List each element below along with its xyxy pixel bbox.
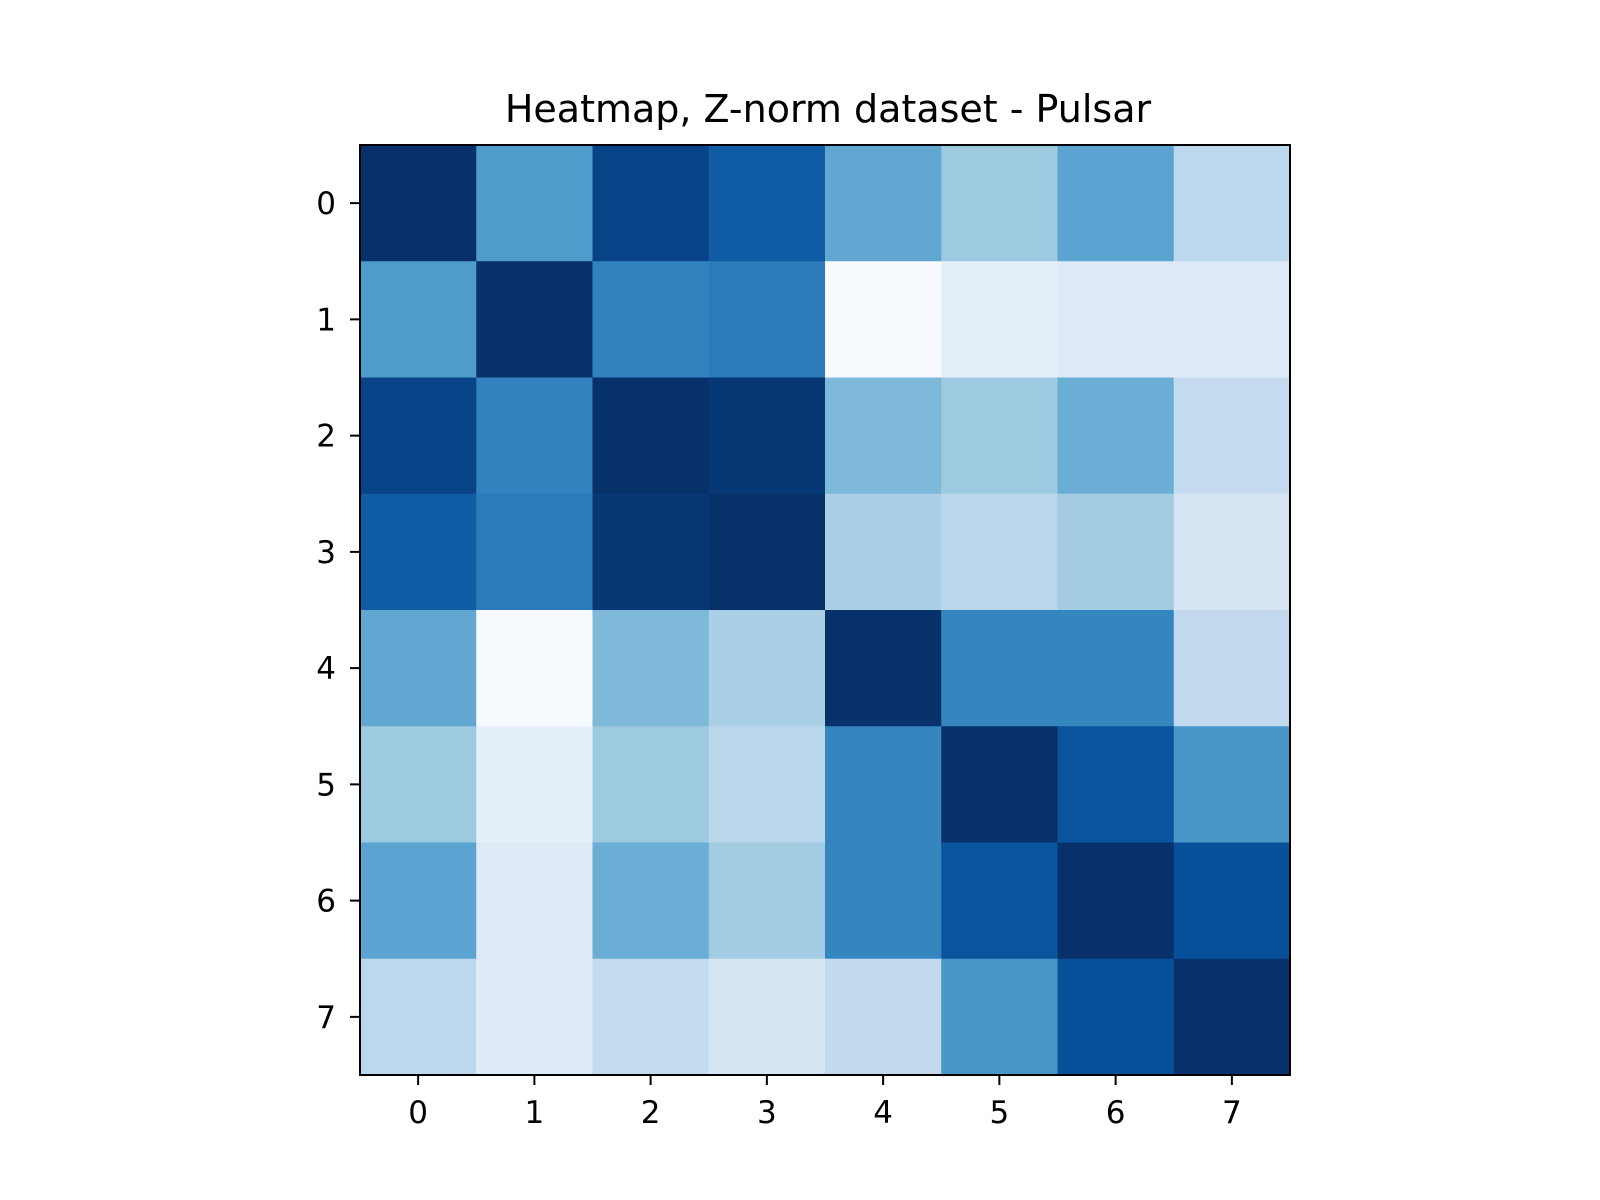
heatmap-cell-0-2 [592,145,710,262]
heatmap-cell-6-0 [360,842,477,960]
y-tick-label-0: 0 [316,186,336,222]
heatmap-cell-5-2 [592,726,710,844]
heatmap-cell-6-4 [825,842,942,960]
x-axis-ticks: 0 1 2 3 4 5 6 7 [408,1075,1242,1131]
heatmap-cell-2-1 [476,377,594,495]
heatmap-cell-2-5 [941,377,1059,495]
heatmap-cell-2-4 [825,377,942,495]
heatmap-cell-4-2 [592,610,710,727]
heatmap-cell-3-6 [1057,493,1175,611]
heatmap-cell-0-1 [476,145,594,262]
heatmap-cell-7-1 [476,958,594,1076]
heatmap-cell-0-4 [825,145,942,262]
heatmap-cell-1-6 [1057,261,1175,379]
x-tick-label-4: 4 [873,1095,893,1131]
heatmap-cell-5-3 [708,726,826,844]
heatmap-cell-4-5 [941,610,1059,727]
heatmap-cells [360,145,1291,1076]
y-tick-label-7: 7 [316,1000,336,1036]
heatmap-cell-1-7 [1173,261,1291,379]
heatmap-cell-0-7 [1173,145,1291,262]
x-tick-label-3: 3 [757,1095,777,1131]
heatmap-cell-3-3 [708,493,826,611]
heatmap-cell-6-6 [1057,842,1175,960]
heatmap-cell-7-4 [825,958,942,1076]
y-axis-ticks: 0 1 2 3 4 5 6 7 [316,186,360,1036]
y-tick-label-2: 2 [316,419,336,455]
x-tick-label-2: 2 [641,1095,661,1131]
chart-title: Heatmap, Z-norm dataset - Pulsar [505,87,1152,131]
heatmap-cell-5-7 [1173,726,1291,844]
heatmap-cell-2-3 [708,377,826,495]
heatmap-cell-6-2 [592,842,710,960]
heatmap-cell-3-2 [592,493,710,611]
heatmap-cell-6-1 [476,842,594,960]
y-tick-label-3: 3 [316,535,336,571]
heatmap-cell-4-7 [1173,610,1291,727]
heatmap-cell-2-7 [1173,377,1291,495]
heatmap-cell-7-5 [941,958,1059,1076]
heatmap-cell-0-6 [1057,145,1175,262]
heatmap-cell-6-7 [1173,842,1291,960]
heatmap-cell-3-7 [1173,493,1291,611]
heatmap-cell-6-5 [941,842,1059,960]
heatmap-cell-4-1 [476,610,594,727]
x-tick-label-7: 7 [1222,1095,1242,1131]
heatmap-cell-7-7 [1173,958,1291,1076]
heatmap-cell-4-4 [825,610,942,727]
heatmap-cell-3-5 [941,493,1059,611]
heatmap-cell-1-0 [360,261,477,379]
heatmap-cell-5-4 [825,726,942,844]
heatmap-cell-1-5 [941,261,1059,379]
y-tick-label-4: 4 [316,651,336,687]
x-tick-label-6: 6 [1106,1095,1126,1131]
y-tick-label-6: 6 [316,884,336,920]
heatmap-cell-2-2 [592,377,710,495]
heatmap-cell-0-0 [360,145,477,262]
heatmap-cell-1-4 [825,261,942,379]
heatmap-cell-6-3 [708,842,826,960]
heatmap-cell-1-1 [476,261,594,379]
heatmap-cell-3-4 [825,493,942,611]
plot-frame [359,144,1291,1076]
heatmap-cell-4-0 [360,610,477,727]
heatmap-cell-7-3 [708,958,826,1076]
x-tick-label-0: 0 [408,1095,428,1131]
heatmap-cell-7-2 [592,958,710,1076]
heatmap-cell-7-6 [1057,958,1175,1076]
heatmap-cell-3-0 [360,493,477,611]
x-tick-label-1: 1 [525,1095,545,1131]
heatmap-cell-5-1 [476,726,594,844]
heatmap-cell-2-0 [360,377,477,495]
heatmap-cell-5-6 [1057,726,1175,844]
heatmap-cell-3-1 [476,493,594,611]
y-tick-label-1: 1 [316,302,336,338]
heatmap-cell-5-5 [941,726,1059,844]
heatmap-cell-1-3 [708,261,826,379]
heatmap-cell-0-5 [941,145,1059,262]
heatmap-cell-2-6 [1057,377,1175,495]
heatmap-cell-5-0 [360,726,477,844]
x-tick-label-5: 5 [990,1095,1010,1131]
heatmap-cell-4-3 [708,610,826,727]
heatmap-cell-0-3 [708,145,826,262]
heatmap-cell-4-6 [1057,610,1175,727]
heatmap-cell-1-2 [592,261,710,379]
y-tick-label-5: 5 [316,767,336,803]
heatmap-cell-7-0 [360,958,477,1076]
